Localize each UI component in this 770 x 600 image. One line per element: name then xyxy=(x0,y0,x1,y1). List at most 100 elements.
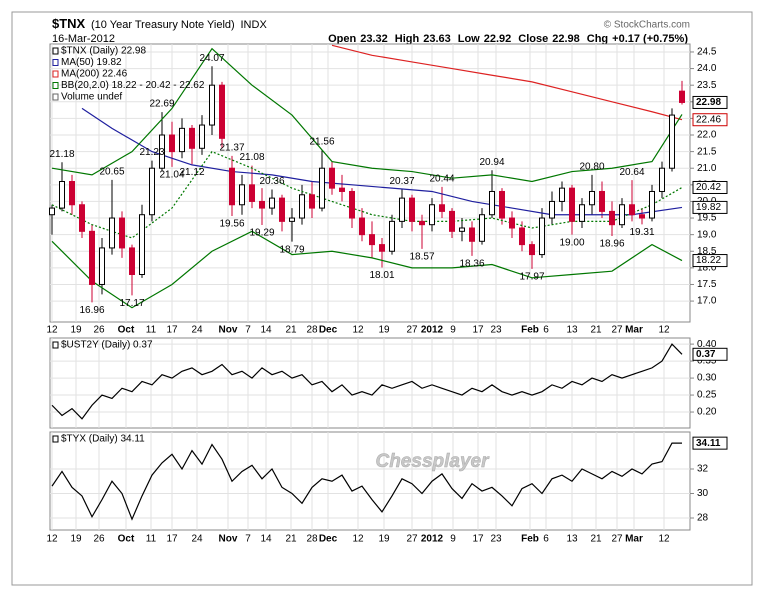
legend-swatch xyxy=(52,341,59,349)
candle-body xyxy=(69,181,75,206)
y-tick-label: 22.0 xyxy=(697,130,717,141)
annotation: 18.57 xyxy=(409,252,434,263)
annotation: 18.79 xyxy=(279,244,304,255)
quote-value: 23.32 xyxy=(360,33,388,45)
candle-body xyxy=(289,217,295,222)
last-value-label: 19.82 xyxy=(696,202,721,213)
candle-body xyxy=(299,194,305,219)
annotation: 19.31 xyxy=(629,227,654,238)
candle-body xyxy=(139,214,145,276)
candle-body xyxy=(639,214,645,219)
annotation: 16.96 xyxy=(79,305,104,316)
annotation: 20.44 xyxy=(429,173,454,184)
annotation: 18.36 xyxy=(459,259,484,270)
annotation: 18.96 xyxy=(599,239,624,250)
candle-body xyxy=(209,84,215,126)
x-tick-label: 19 xyxy=(70,325,82,336)
y-tick-label: 0.35 xyxy=(697,356,717,367)
header-title: $TNX (10 Year Treasury Note Yield) INDX xyxy=(52,16,267,31)
annotation: 21.04 xyxy=(159,170,184,181)
x-tick-label: Nov xyxy=(219,534,238,545)
symbol-name: (10 Year Treasury Note Yield) xyxy=(91,19,235,31)
candle-body xyxy=(359,217,365,236)
x-tick-label: Mar xyxy=(625,325,643,336)
last-value-box xyxy=(692,436,728,450)
x-tick-label: 12 xyxy=(658,534,670,545)
y-tick-label: 18.5 xyxy=(697,246,717,257)
indicator-line xyxy=(331,44,683,121)
candle-body xyxy=(459,227,465,232)
quote-value: 23.63 xyxy=(423,33,451,45)
last-value-box xyxy=(692,180,728,194)
candle-body xyxy=(249,184,255,202)
legend-swatch xyxy=(52,70,59,78)
x-tick-label: 27 xyxy=(611,325,623,336)
plot-area xyxy=(51,343,683,420)
last-value-box xyxy=(692,113,728,127)
candle-body xyxy=(179,127,185,153)
candle-body xyxy=(409,197,415,222)
annotation: 19.56 xyxy=(219,219,244,230)
candle-body xyxy=(649,190,655,219)
indicator-line xyxy=(51,230,683,309)
candle-body xyxy=(499,190,505,219)
candle-body xyxy=(589,190,595,206)
last-value-box xyxy=(692,95,728,109)
legend-label: BB(20,2.0) 18.22 - 20.42 - 22.62 xyxy=(61,80,205,91)
legend-swatch xyxy=(52,47,59,55)
x-tick-label: 12 xyxy=(352,534,364,545)
x-tick-label: 14 xyxy=(260,325,272,336)
x-tick-label: 2012 xyxy=(421,325,444,336)
x-tick-label: Dec xyxy=(319,534,338,545)
last-value-label: 34.11 xyxy=(696,438,721,449)
quote: Open 23.32 High 23.63 Low 22.92 Close 22.98 Chg +… xyxy=(328,33,688,45)
date: 16-Mar-2012 xyxy=(52,33,115,45)
x-tick-label: 12 xyxy=(46,534,58,545)
candle-body xyxy=(419,220,425,226)
legend-swatch xyxy=(52,435,59,443)
quote-value: 22.98 xyxy=(552,33,580,45)
candle-body xyxy=(349,190,355,219)
y-tick-label: 21.0 xyxy=(697,163,717,174)
annotation: 17.97 xyxy=(519,271,544,282)
legend-label: $TNX (Daily) 22.98 xyxy=(61,46,146,57)
y-tick-label: 19.0 xyxy=(697,229,717,240)
legend-swatch xyxy=(52,59,59,66)
quote-label: Close xyxy=(518,33,548,45)
indicator-line xyxy=(51,47,683,183)
last-value-box xyxy=(692,254,728,268)
legend-label: $UST2Y (Daily) 0.37 xyxy=(61,340,153,351)
exchange: INDX xyxy=(241,19,268,31)
x-tick-label: 7 xyxy=(245,325,251,336)
y-tick-label: 17.5 xyxy=(697,279,717,290)
y-tick-label: 0.30 xyxy=(697,373,717,384)
x-tick-label: 2012 xyxy=(421,534,444,545)
annotation: 19.29 xyxy=(249,228,274,239)
y-tick-label: 30 xyxy=(697,488,709,499)
x-tick-label: 26 xyxy=(93,534,105,545)
candle-body xyxy=(169,134,175,153)
x-tick-label: 17 xyxy=(472,325,484,336)
quote-label: Open xyxy=(328,33,356,45)
candle-body xyxy=(619,204,625,226)
x-tick-label: 24 xyxy=(191,325,203,336)
candle-body xyxy=(109,217,115,249)
candle-body xyxy=(489,190,495,216)
x-tick-label: 27 xyxy=(406,534,418,545)
legend-swatch xyxy=(52,82,59,89)
annotation: 21.37 xyxy=(219,143,244,154)
x-tick-label: 21 xyxy=(590,534,602,545)
last-value-box xyxy=(692,347,728,361)
quote-value: +0.17 (+0.75%) xyxy=(612,33,688,45)
legend-label: $TYX (Daily) 34.11 xyxy=(61,434,145,445)
annotation: 20.64 xyxy=(619,167,644,178)
y-tick-label: 28 xyxy=(697,513,709,524)
panel-frame xyxy=(49,43,691,323)
x-tick-label: 17 xyxy=(166,534,178,545)
quote-label: High xyxy=(395,33,420,45)
candle-body xyxy=(389,220,395,252)
annotation: 21.08 xyxy=(239,152,264,163)
candle-body xyxy=(579,204,585,222)
line-series xyxy=(51,442,682,521)
x-tick-label: 6 xyxy=(543,534,549,545)
